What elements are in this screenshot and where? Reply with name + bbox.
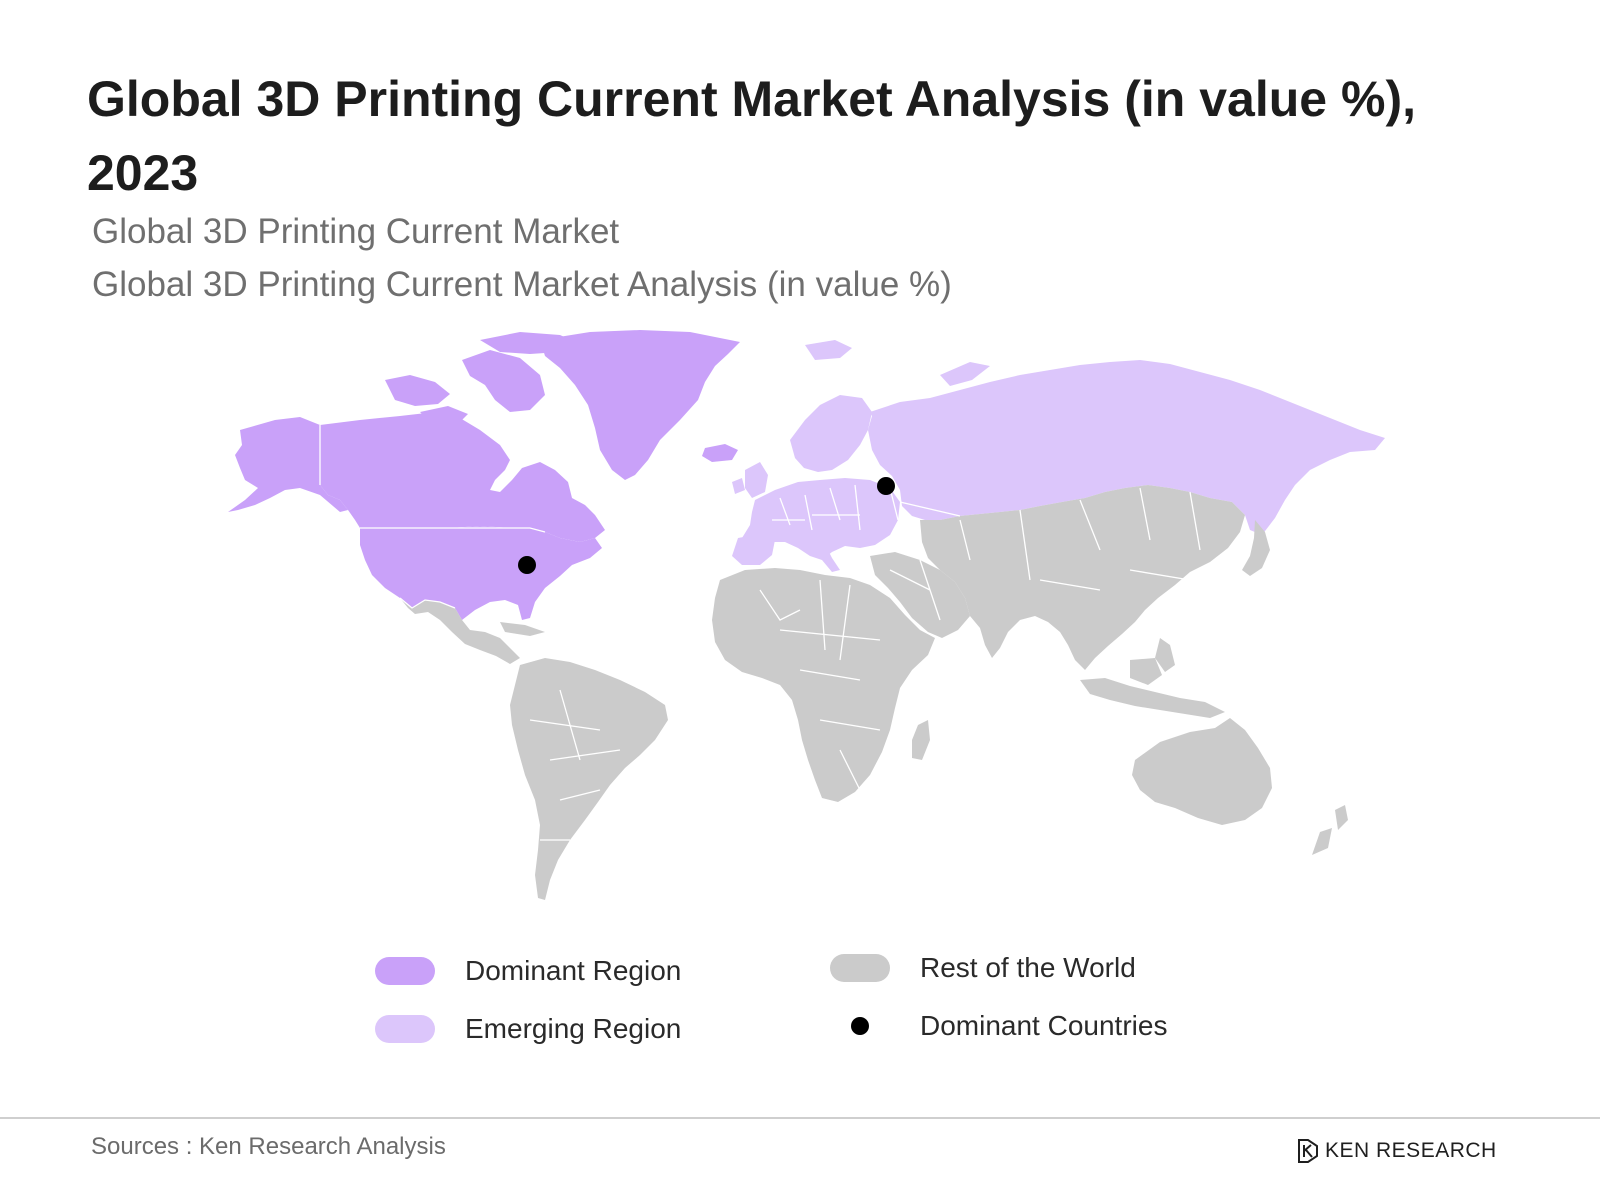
- region-mexico: [400, 598, 520, 664]
- map-legend: Dominant Region Emerging Region Rest of …: [370, 952, 1270, 1075]
- region-ireland: [732, 478, 745, 494]
- title-block: Global 3D Printing Current Market Analys…: [87, 62, 1527, 311]
- world-map: [200, 320, 1420, 940]
- legend-swatch-rest: [830, 954, 890, 982]
- world-map-svg: [228, 330, 1385, 900]
- legend-swatch-dot: [830, 1012, 890, 1040]
- region-south-america: [510, 658, 668, 900]
- legend-label-dominant: Dominant Region: [465, 955, 682, 986]
- region-svalbard: [805, 340, 852, 360]
- region-uk: [745, 462, 768, 498]
- legend-item-rest: Rest of the World: [830, 952, 1136, 984]
- legend-swatch-emerging: [375, 1015, 435, 1043]
- region-madagascar: [912, 720, 930, 760]
- dominant-region-layer: [228, 330, 740, 620]
- region-australia: [1132, 718, 1272, 825]
- region-arctic-islands: [385, 375, 450, 406]
- region-japan: [1242, 520, 1270, 576]
- marker-russia: [877, 477, 895, 495]
- rest-region-layer: [400, 485, 1348, 900]
- region-asia: [920, 485, 1245, 670]
- region-iberia: [732, 534, 775, 565]
- region-new-zealand: [1335, 805, 1348, 830]
- region-greenland: [540, 330, 740, 480]
- brand-name: KEN RESEARCH: [1325, 1139, 1497, 1162]
- region-borneo: [1130, 658, 1162, 685]
- brand-logo[interactable]: KEN RESEARCH: [1297, 1138, 1497, 1164]
- legend-item-dominant-countries: Dominant Countries: [830, 1010, 1167, 1042]
- region-new-zealand-south: [1312, 828, 1332, 855]
- legend-item-emerging: Emerging Region: [375, 1013, 681, 1045]
- region-usa: [360, 526, 602, 620]
- region-novaya-zemlya: [940, 362, 990, 386]
- legend-label-rest: Rest of the World: [920, 952, 1136, 983]
- region-caribbean: [500, 622, 545, 636]
- legend-label-dominant-countries: Dominant Countries: [920, 1010, 1168, 1041]
- region-philippines: [1155, 638, 1175, 672]
- region-alaska: [228, 417, 348, 512]
- region-italy: [812, 538, 840, 572]
- legend-label-emerging: Emerging Region: [465, 1013, 682, 1044]
- ken-research-logo-icon: [1298, 1139, 1318, 1163]
- region-canada: [320, 412, 605, 542]
- country-borders: [319, 425, 1201, 841]
- region-iceland: [702, 444, 738, 462]
- legend-item-dominant: Dominant Region: [375, 955, 681, 987]
- dominant-country-markers: [518, 477, 895, 574]
- region-africa: [712, 568, 935, 802]
- region-baffin-island: [462, 350, 545, 412]
- region-southeast-asia: [1080, 678, 1225, 718]
- region-middle-east: [870, 552, 970, 638]
- page-title: Global 3D Printing Current Market Analys…: [87, 71, 1416, 201]
- region-russia: [868, 360, 1385, 535]
- marker-usa: [518, 556, 536, 574]
- region-scandinavia: [790, 395, 872, 472]
- footer-source: Sources : Ken Research Analysis: [91, 1133, 446, 1160]
- legend-swatch-dominant: [375, 957, 435, 985]
- subtitle-secondary: Global 3D Printing Current Market Analys…: [92, 265, 952, 304]
- subtitle-primary: Global 3D Printing Current Market: [92, 212, 620, 251]
- region-victoria-island: [420, 406, 468, 424]
- footer-divider: [0, 1117, 1600, 1119]
